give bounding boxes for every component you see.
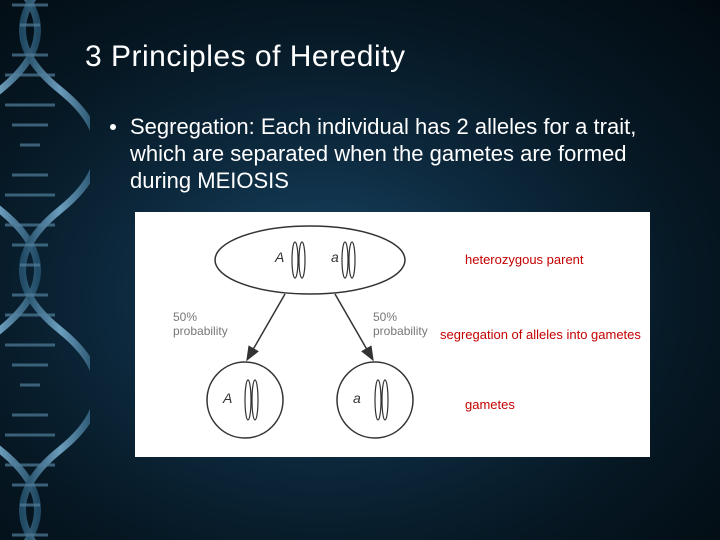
label-segregation: segregation of alleles into gametes: [440, 327, 641, 342]
parent-allele-A: A: [275, 249, 284, 265]
parent-cell: [215, 226, 405, 294]
bullet-text: Segregation: Each individual has 2 allel…: [130, 114, 690, 194]
probability-left: 50% probability: [173, 310, 228, 338]
slide-title: 3 Principles of Heredity: [85, 40, 690, 74]
arrow-right: [335, 294, 373, 360]
segregation-diagram: A a A a 50% probability 50% probability …: [135, 212, 650, 457]
gamete-allele-a: a: [353, 390, 361, 406]
probability-right: 50% probability: [373, 310, 428, 338]
dna-helix-decoration: [0, 0, 90, 540]
bullet-item: Segregation: Each individual has 2 allel…: [110, 114, 690, 194]
parent-allele-a: a: [331, 249, 339, 265]
label-parent: heterozygous parent: [465, 252, 584, 267]
label-gametes: gametes: [465, 397, 515, 412]
gamete-allele-A: A: [223, 390, 232, 406]
bullet-dot-icon: [110, 124, 116, 130]
arrow-left: [247, 294, 285, 360]
slide-content: 3 Principles of Heredity Segregation: Ea…: [85, 40, 690, 457]
